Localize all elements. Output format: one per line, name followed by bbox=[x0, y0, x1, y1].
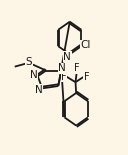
Text: N: N bbox=[63, 52, 71, 62]
Text: F: F bbox=[61, 72, 67, 82]
Text: N: N bbox=[35, 85, 42, 95]
Text: S: S bbox=[25, 57, 32, 66]
Text: Cl: Cl bbox=[81, 40, 91, 50]
Text: N: N bbox=[58, 63, 66, 73]
Text: N: N bbox=[30, 71, 38, 80]
Text: F: F bbox=[84, 72, 89, 82]
Text: F: F bbox=[74, 63, 80, 73]
